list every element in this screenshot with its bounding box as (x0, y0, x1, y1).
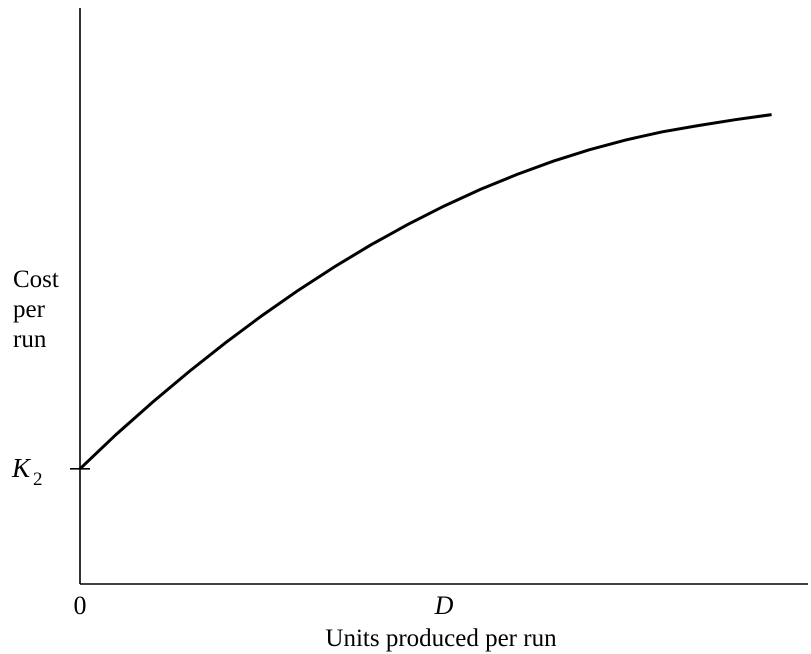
y-axis-label-line: run (13, 326, 47, 353)
x-axis-label: Units produced per run (325, 625, 557, 652)
y-axis-label-line: Cost (13, 266, 59, 293)
y-axis-label: Cost per run (13, 266, 59, 353)
y-axis-label-line: per (13, 296, 46, 323)
cost-curve (78, 113, 772, 470)
x-tick-label: 0 (74, 591, 87, 620)
x-tick-label: D (434, 591, 454, 620)
